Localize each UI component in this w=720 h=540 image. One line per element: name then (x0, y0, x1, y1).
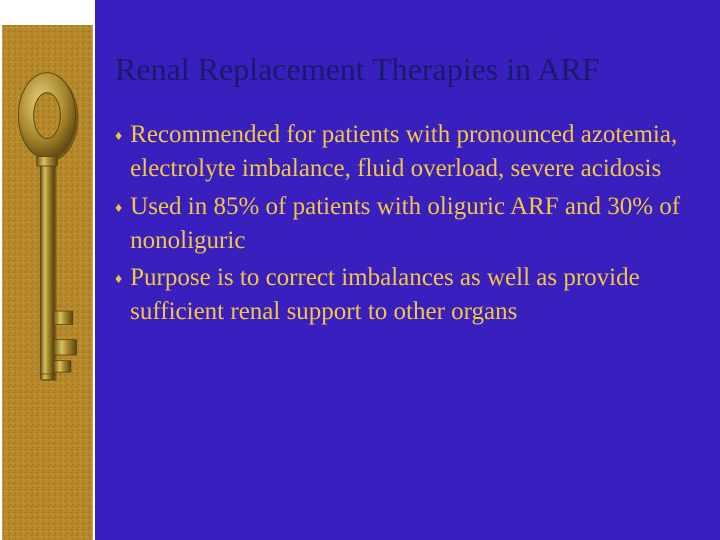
sidebar-key-image (0, 0, 95, 540)
bullet-text: Purpose is to correct imbalances as well… (130, 261, 690, 329)
diamond-bullet-icon: ♦ (115, 271, 122, 290)
diamond-bullet-icon: ♦ (115, 200, 122, 219)
diamond-bullet-icon: ♦ (115, 128, 122, 147)
bullet-text: Used in 85% of patients with oliguric AR… (130, 190, 690, 258)
key-sidebar-svg (0, 0, 95, 540)
slide-title: Renal Replacement Therapies in ARF (115, 50, 690, 88)
list-item: ♦ Recommended for patients with pronounc… (115, 118, 690, 186)
bullet-list: ♦ Recommended for patients with pronounc… (115, 118, 690, 333)
slide-content: Renal Replacement Therapies in ARF ♦ Rec… (95, 0, 720, 540)
list-item: ♦ Purpose is to correct imbalances as we… (115, 261, 690, 329)
list-item: ♦ Used in 85% of patients with oliguric … (115, 190, 690, 258)
bullet-text: Recommended for patients with pronounced… (130, 118, 690, 186)
